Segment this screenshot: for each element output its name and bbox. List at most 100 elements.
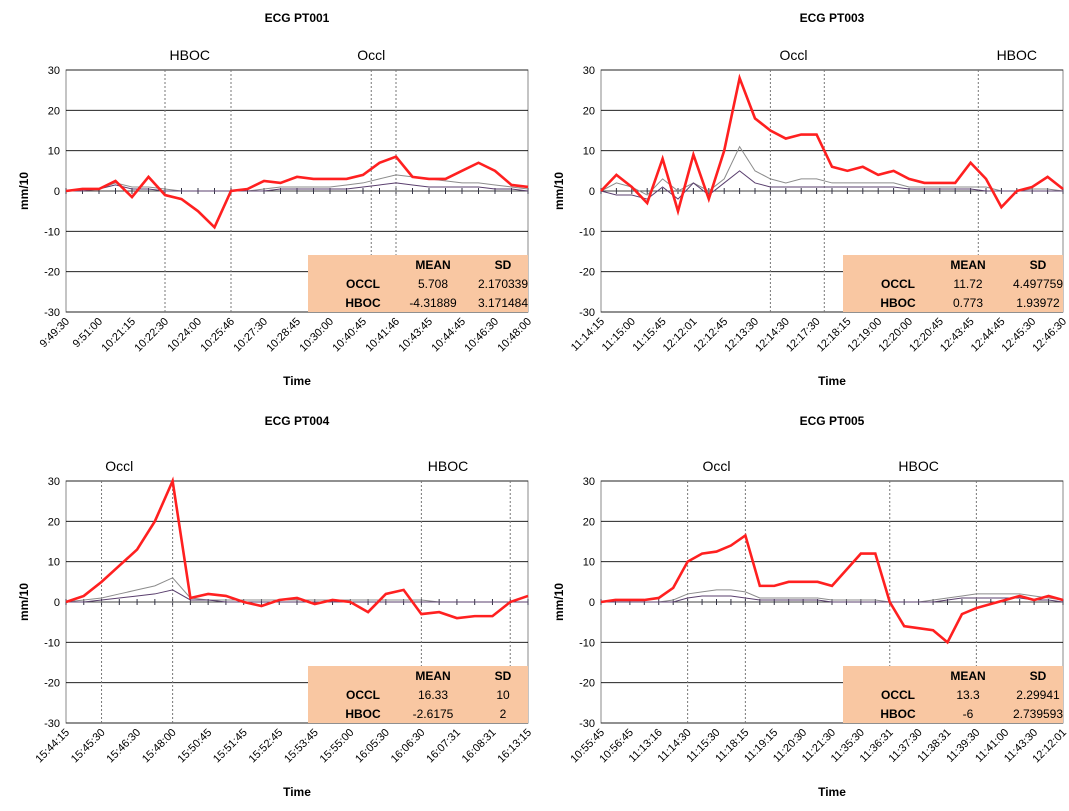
annotation: HBOC xyxy=(428,458,468,474)
table-cell: 4.497759 xyxy=(1013,277,1063,291)
chart-panel: ECG PT001 -30 -20 -10 0 10 20 30 mm/10 Time 9:49:3… xyxy=(17,11,534,388)
table-row-label: OCCL xyxy=(881,688,915,702)
table-header: MEAN xyxy=(415,669,450,683)
x-tick-label: 10:43:45 xyxy=(396,316,435,355)
annotation: Occl xyxy=(357,47,385,63)
chart-panel: ECG PT005-30-20-100102030mm/10Time10:55:… xyxy=(552,414,1069,799)
y-tick-label: -30 xyxy=(44,718,60,730)
chart-title: ECG PT001 xyxy=(265,11,330,25)
x-tick-label: 15:51:45 xyxy=(211,727,250,766)
x-axis-label: Time xyxy=(818,374,846,388)
table-header: MEAN xyxy=(950,258,985,272)
x-tick-label: 10:46:30 xyxy=(462,316,501,355)
table-row-label: HBOC xyxy=(345,707,381,721)
y-tick-label: -30 xyxy=(579,718,595,730)
table-header: MEAN xyxy=(950,669,985,683)
x-tick-label: 10:24:00 xyxy=(165,316,204,355)
table-row-label: OCCL xyxy=(346,277,380,291)
series-line xyxy=(601,595,1064,603)
x-tick-label: 10:41:46 xyxy=(363,316,402,355)
x-tick-label: 15:52:45 xyxy=(247,727,286,766)
table-cell: 5.708 xyxy=(418,277,448,291)
annotation: HBOC xyxy=(170,47,210,63)
table-cell: 2.170339 xyxy=(478,277,528,291)
table-cell: 0.773 xyxy=(953,296,983,310)
y-tick-label: 20 xyxy=(48,105,60,117)
y-tick-label: 10 xyxy=(583,557,595,569)
table-header: MEAN xyxy=(415,258,450,272)
x-tick-label: 16:05:30 xyxy=(353,727,392,766)
y-tick-label: 0 xyxy=(589,597,595,609)
y-tick-label: 0 xyxy=(589,186,595,198)
x-tick-label: 10:22:30 xyxy=(132,316,171,355)
x-tick-label: 16:13:15 xyxy=(495,727,534,766)
chart-title: ECG PT003 xyxy=(800,11,865,25)
annotation: Occl xyxy=(105,458,133,474)
table-header: SD xyxy=(1030,669,1047,683)
x-tick-label: 10:48:00 xyxy=(495,316,534,355)
series-line xyxy=(600,145,1064,196)
x-tick-label: 16:06:30 xyxy=(389,727,428,766)
x-tick-label: 15:50:45 xyxy=(176,727,215,766)
table-row-label: HBOC xyxy=(880,707,916,721)
table-row-label: HBOC xyxy=(345,296,381,310)
series-line xyxy=(65,155,529,230)
y-tick-label: 30 xyxy=(583,476,595,488)
y-tick-label: 10 xyxy=(48,557,60,569)
annotation: Occl xyxy=(703,458,731,474)
y-axis-label: mm/10 xyxy=(17,583,31,621)
x-tick-label: 15:53:45 xyxy=(282,727,321,766)
y-axis-label: mm/10 xyxy=(552,172,566,210)
table-cell: 3.171484 xyxy=(478,296,528,310)
y-tick-label: 30 xyxy=(48,65,60,77)
series-line xyxy=(65,476,529,620)
x-tick-label: 15:55:00 xyxy=(318,727,357,766)
series-line xyxy=(66,589,528,603)
annotation: HBOC xyxy=(997,47,1037,63)
y-tick-label: 0 xyxy=(54,186,60,198)
y-tick-label: 0 xyxy=(54,597,60,609)
series-line xyxy=(601,589,1064,603)
y-tick-label: -20 xyxy=(579,267,595,279)
y-tick-label: -10 xyxy=(579,226,595,238)
y-tick-label: 10 xyxy=(48,146,60,158)
x-tick-label: 12:46:30 xyxy=(1030,316,1069,355)
y-tick-label: 10 xyxy=(583,146,595,158)
stats-table xyxy=(308,666,528,723)
annotation: HBOC xyxy=(898,458,938,474)
series-line xyxy=(600,73,1064,216)
x-tick-label: 10:40:45 xyxy=(330,316,369,355)
table-cell: 2.29941 xyxy=(1016,688,1060,702)
series-line xyxy=(600,533,1064,645)
series-line xyxy=(65,174,529,192)
y-axis-label: mm/10 xyxy=(552,583,566,621)
x-tick-label: 15:45:30 xyxy=(69,727,108,766)
table-cell: 16.33 xyxy=(418,688,448,702)
table-cell: 13.3 xyxy=(956,688,980,702)
table-header: SD xyxy=(1030,258,1047,272)
table-cell: 2.739593 xyxy=(1013,707,1063,721)
y-tick-label: -10 xyxy=(44,637,60,649)
x-tick-label: 10:30:00 xyxy=(297,316,336,355)
y-tick-label: -10 xyxy=(44,226,60,238)
table-cell: 2 xyxy=(500,707,507,721)
table-cell: -2.6175 xyxy=(413,707,454,721)
x-tick-label: 10:44:45 xyxy=(429,316,468,355)
x-tick-label: 10:27:30 xyxy=(231,316,270,355)
y-tick-label: -20 xyxy=(44,678,60,690)
stats-table xyxy=(843,666,1063,723)
y-tick-label: 30 xyxy=(583,65,595,77)
table-row-label: OCCL xyxy=(881,277,915,291)
table-header: SD xyxy=(495,669,512,683)
y-axis-label: mm/10 xyxy=(17,172,31,210)
stats-table xyxy=(308,255,528,312)
x-axis-label: Time xyxy=(283,374,311,388)
table-cell: 10 xyxy=(496,688,510,702)
table-cell: 1.93972 xyxy=(1016,296,1060,310)
x-tick-label: 10:21:15 xyxy=(99,316,138,355)
table-cell: -4.31889 xyxy=(409,296,457,310)
chart-panel: ECG PT004 -30 -20 -10 0 10 20 30 mm/10 Time 15:44:… xyxy=(17,414,534,799)
y-tick-label: -20 xyxy=(44,267,60,279)
table-cell: -6 xyxy=(963,707,974,721)
